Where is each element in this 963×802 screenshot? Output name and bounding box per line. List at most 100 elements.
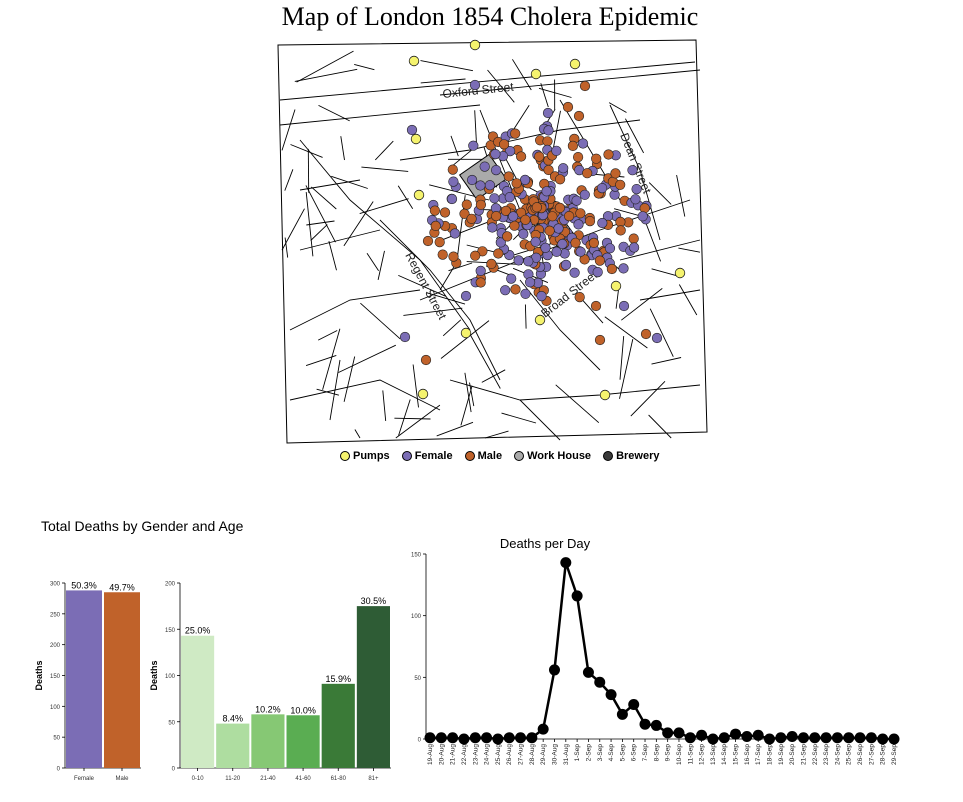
work-house[interactable] — [458, 153, 508, 201]
death-marker — [640, 328, 652, 340]
ts-data-point — [696, 729, 708, 741]
page-title: Map of London 1854 Cholera Epidemic — [281, 2, 699, 31]
death-marker — [531, 202, 543, 213]
death-marker — [542, 107, 554, 119]
pump-marker — [569, 58, 581, 70]
legend-item-pumps[interactable]: Pumps — [340, 450, 390, 462]
death-marker — [604, 243, 616, 254]
gender-bar-chart: 0 50 100 150 200 250 300 Deaths 50.3% Female 49.7%… — [34, 580, 141, 782]
death-marker — [449, 228, 461, 239]
death-marker — [518, 228, 529, 239]
death-marker — [590, 300, 602, 312]
age-x-tick-label: 0-10 — [192, 776, 205, 782]
death-marker — [615, 225, 626, 236]
death-marker — [547, 211, 558, 222]
death-marker — [489, 193, 500, 204]
legend-item-male[interactable]: Male — [464, 450, 502, 462]
death-marker — [592, 267, 603, 278]
ts-x-tick-label: 12-Sep — [699, 744, 706, 765]
age-bar-label: 8.4% — [222, 714, 243, 724]
death-marker — [491, 211, 502, 222]
male-swatch-icon — [464, 451, 475, 461]
death-marker — [448, 176, 459, 187]
death-marker — [584, 216, 596, 227]
pump-marker — [530, 68, 542, 80]
death-marker — [486, 258, 497, 270]
death-marker — [574, 292, 585, 303]
death-marker — [557, 238, 568, 250]
female-swatch-icon — [401, 451, 412, 461]
death-marker — [534, 151, 545, 162]
death-marker — [508, 211, 519, 222]
death-marker — [554, 174, 566, 185]
death-marker — [504, 192, 515, 203]
age-y-tick-label: 200 — [165, 582, 176, 588]
ts-x-tick-label: 21-Aug — [450, 744, 457, 765]
death-marker — [603, 149, 614, 160]
death-marker — [562, 101, 574, 113]
death-marker — [447, 164, 458, 175]
death-marker — [399, 331, 411, 343]
pumps-swatch-icon — [340, 451, 350, 461]
death-marker — [553, 223, 564, 234]
death-marker — [467, 174, 478, 186]
legend-item-work-house[interactable]: Work House — [514, 450, 591, 462]
death-marker — [511, 178, 522, 189]
death-marker — [558, 163, 569, 174]
ts-x-tick-label: 29-Aug — [540, 744, 547, 765]
death-marker — [499, 139, 510, 150]
ts-x-tick-label: 23-Sep — [823, 744, 830, 765]
gender-y-axis-label: Deaths — [34, 660, 44, 690]
death-marker — [560, 259, 572, 271]
death-marker — [470, 250, 481, 261]
age-y-axis-label: Deaths — [149, 660, 159, 690]
ts-x-tick-label: 10-Sep — [676, 744, 683, 765]
death-marker — [577, 138, 589, 149]
death-marker — [468, 140, 479, 151]
legend-item-female[interactable]: Female — [401, 450, 453, 462]
ts-y-tick-label: 0 — [418, 738, 422, 744]
death-marker — [573, 219, 584, 230]
legend-label-female: Female — [414, 450, 453, 462]
ts-data-point — [843, 732, 855, 744]
death-marker — [551, 145, 562, 156]
death-marker — [448, 251, 459, 262]
ts-data-point — [515, 732, 527, 744]
death-marker — [579, 189, 590, 200]
ts-data-point — [854, 732, 866, 744]
death-marker — [420, 354, 432, 366]
gender-x-tick-label: Female — [74, 776, 95, 782]
age-bar-label: 30.5% — [361, 596, 387, 606]
ts-data-point — [571, 590, 583, 602]
death-marker — [503, 171, 514, 182]
ts-data-point — [447, 732, 459, 744]
death-marker — [434, 237, 445, 248]
ts-data-point — [481, 732, 493, 744]
ts-data-point — [786, 731, 798, 743]
age-bar-label: 15.9% — [325, 674, 351, 684]
legend-label-work-house: Work House — [527, 450, 592, 462]
ts-data-point — [560, 557, 572, 569]
ts-x-tick-label: 19-Aug — [427, 744, 434, 765]
death-marker — [628, 233, 639, 244]
ts-data-point — [639, 718, 651, 730]
ts-x-tick-label: 5-Sep — [619, 744, 626, 762]
map-legend: Pumps Female Male Work House Brewery — [340, 450, 659, 462]
brewery-swatch-icon — [603, 451, 614, 461]
ts-data-point — [673, 727, 685, 739]
ts-data-point — [730, 728, 742, 740]
age-bar — [356, 606, 390, 768]
ts-data-point — [741, 731, 753, 743]
ts-x-tick-label: 28-Sep — [880, 744, 887, 765]
legend-item-brewery[interactable]: Brewery — [603, 450, 659, 462]
death-marker — [520, 288, 531, 299]
gender-bar — [66, 590, 102, 768]
death-marker — [618, 263, 629, 274]
pump-marker — [410, 133, 422, 145]
death-marker — [520, 214, 531, 225]
ts-data-point — [752, 729, 764, 741]
ts-data-point — [775, 732, 787, 744]
death-marker — [524, 277, 536, 288]
death-marker — [615, 216, 626, 227]
cholera-map[interactable]: Oxford Street Dean Street Regent Street … — [0, 0, 963, 470]
